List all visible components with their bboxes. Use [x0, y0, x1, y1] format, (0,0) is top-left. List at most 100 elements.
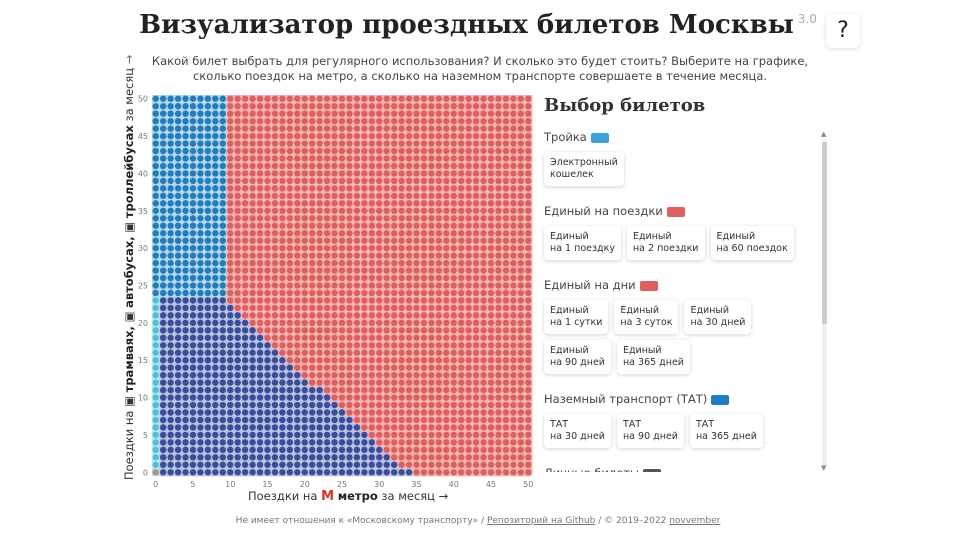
- grid-dot: [204, 386, 212, 394]
- grid-dot: [390, 469, 398, 476]
- grid-dot: [376, 424, 383, 431]
- grid-dot: [264, 431, 271, 439]
- grid-dot: [376, 125, 383, 132]
- grid-dot: [301, 424, 308, 431]
- grid-dot: [152, 125, 159, 132]
- grid-dot: [212, 222, 219, 229]
- grid-dot: [152, 200, 159, 207]
- grid-dot: [435, 192, 443, 200]
- grid-dot: [435, 103, 443, 110]
- grid-dot: [197, 110, 204, 117]
- grid-dot: [264, 327, 271, 334]
- grid-dot: [241, 244, 249, 252]
- grid-dot: [405, 267, 413, 274]
- grid-dot: [405, 177, 413, 185]
- grid-dot: [294, 416, 301, 424]
- grid-dot: [256, 215, 264, 222]
- grid-dot: [286, 319, 294, 327]
- grid-dot: [420, 416, 428, 424]
- grid-dot: [256, 252, 264, 259]
- grid-dot: [390, 132, 398, 140]
- grid-dot: [249, 342, 256, 349]
- grid-dot: [435, 401, 443, 409]
- grid-dot: [279, 304, 286, 312]
- grid-dot: [495, 431, 502, 439]
- grid-dot: [428, 371, 435, 379]
- grid-dot: [338, 162, 346, 170]
- grid-dot: [376, 103, 383, 110]
- grid-dot: [212, 446, 219, 454]
- grid-dot: [458, 446, 465, 454]
- grid-dot: [331, 117, 338, 125]
- grid-dot: [405, 207, 413, 214]
- grid-dot: [174, 304, 182, 312]
- grid-dot: [264, 110, 271, 117]
- grid-dot: [197, 222, 204, 229]
- grid-dot: [219, 252, 226, 259]
- grid-dot: [279, 386, 286, 394]
- grid-dot: [279, 334, 286, 341]
- grid-dot: [159, 394, 167, 401]
- grid-dot: [174, 327, 182, 334]
- grid-dot: [413, 364, 420, 371]
- grid-dot: [234, 215, 241, 222]
- grid-dot: [450, 252, 457, 259]
- grid-dot: [152, 132, 159, 140]
- grid-dot: [443, 177, 450, 185]
- grid-dot: [413, 439, 420, 446]
- grid-dot: [189, 147, 197, 155]
- grid-dot: [204, 230, 212, 237]
- grid-dot: [227, 117, 234, 125]
- grid-dot: [405, 289, 413, 297]
- help-button[interactable]: ?: [826, 14, 860, 48]
- grid-dot: [331, 304, 338, 312]
- grid-dot: [398, 379, 405, 386]
- grid-dot: [234, 282, 241, 289]
- grid-dot: [316, 155, 323, 162]
- grid-dot: [495, 132, 502, 140]
- grid-dot: [338, 297, 346, 304]
- grid-dot: [443, 207, 450, 214]
- grid-dot: [294, 289, 301, 297]
- grid-dot: [495, 379, 502, 386]
- grid-dot: [368, 454, 376, 461]
- grid-dot: [219, 200, 226, 207]
- grid-dot: [152, 312, 159, 319]
- grid-dot: [435, 439, 443, 446]
- grid-dot: [331, 274, 338, 282]
- grid-dot: [458, 155, 465, 162]
- grid-dot: [256, 140, 264, 147]
- grid-dot: [189, 371, 197, 379]
- grid-dot: [204, 117, 212, 125]
- grid-dot: [472, 252, 480, 259]
- grid-dot: [353, 297, 361, 304]
- grid-dot: [182, 215, 189, 222]
- grid-dot: [353, 95, 361, 102]
- grid-dot: [286, 469, 294, 476]
- grid-dot: [353, 192, 361, 200]
- grid-dot: [279, 215, 286, 222]
- grid-dot: [182, 117, 189, 125]
- grid-dot: [212, 289, 219, 297]
- grid-dot: [487, 394, 495, 401]
- grid-dot: [159, 147, 167, 155]
- grid-dot: [189, 185, 197, 192]
- grid-dot: [249, 162, 256, 170]
- grid-dot: [219, 371, 226, 379]
- grid-dot: [480, 103, 487, 110]
- grid-dot: [413, 244, 420, 252]
- grid-dot: [398, 439, 405, 446]
- grid-dot: [182, 401, 189, 409]
- grid-dot: [316, 454, 323, 461]
- grid-dot: [465, 162, 472, 170]
- grid-dot: [197, 274, 204, 282]
- grid-dot: [316, 192, 323, 200]
- grid-dot: [234, 110, 241, 117]
- grid-dot: [204, 237, 212, 244]
- grid-dot: [450, 371, 457, 379]
- grid-dot: [167, 185, 174, 192]
- grid-dot: [234, 170, 241, 177]
- grid-dot: [487, 357, 495, 364]
- grid-dot: [338, 230, 346, 237]
